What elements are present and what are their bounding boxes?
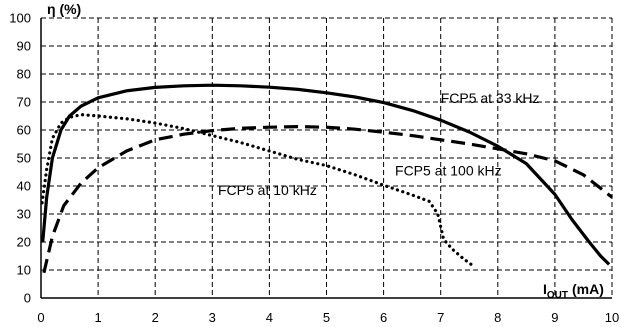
x-tick-label: 1 xyxy=(94,310,101,325)
y-axis-label: η (%) xyxy=(47,1,81,17)
y-tick-label: 100 xyxy=(9,11,31,26)
x-tick-label: 10 xyxy=(605,310,619,325)
y-tick-labels: 0 10 20 30 40 50 60 70 80 90 100 xyxy=(9,11,31,306)
x-tick-label: 5 xyxy=(323,310,330,325)
y-tick-label: 90 xyxy=(17,39,31,54)
y-tick-label: 70 xyxy=(17,95,31,110)
annotations: FCP5 at 33 kHz FCP5 at 100 kHz FCP5 at 10 … xyxy=(218,90,540,198)
x-tick-label: 8 xyxy=(494,310,501,325)
x-axis-label-unit: (mA) xyxy=(572,281,604,297)
y-tick-label: 50 xyxy=(17,151,31,166)
y-tick-label: 30 xyxy=(17,207,31,222)
series-line xyxy=(42,125,613,274)
y-tick-label: 80 xyxy=(17,67,31,82)
series-line xyxy=(41,83,611,266)
y-tick-label: 60 xyxy=(17,123,31,138)
x-axis-label: IOUT (mA) xyxy=(543,281,604,301)
x-tick-labels: 0 1 2 3 4 5 6 7 8 9 10 xyxy=(37,310,619,325)
series-lines xyxy=(40,83,613,274)
grid xyxy=(41,17,613,298)
series-annotation: FCP5 at 100 kHz xyxy=(395,163,502,179)
series-annotation: FCP5 at 10 kHz xyxy=(218,182,317,198)
axes xyxy=(40,18,612,299)
y-tick-label: 20 xyxy=(17,235,31,250)
x-tick-label: 7 xyxy=(437,310,444,325)
y-tick-label: 0 xyxy=(24,291,31,306)
x-tick-label: 4 xyxy=(266,310,273,325)
x-tick-label: 6 xyxy=(380,310,387,325)
series-annotation: FCP5 at 33 kHz xyxy=(441,90,540,106)
x-tick-label: 3 xyxy=(209,310,216,325)
y-tick-label: 10 xyxy=(17,263,31,278)
x-axis-label-subscript: OUT xyxy=(547,290,568,301)
x-tick-label: 9 xyxy=(551,310,558,325)
x-tick-label: 2 xyxy=(152,310,159,325)
y-tick-label: 40 xyxy=(17,179,31,194)
x-axis-label-main: I xyxy=(543,281,547,297)
x-tick-label: 0 xyxy=(37,310,44,325)
